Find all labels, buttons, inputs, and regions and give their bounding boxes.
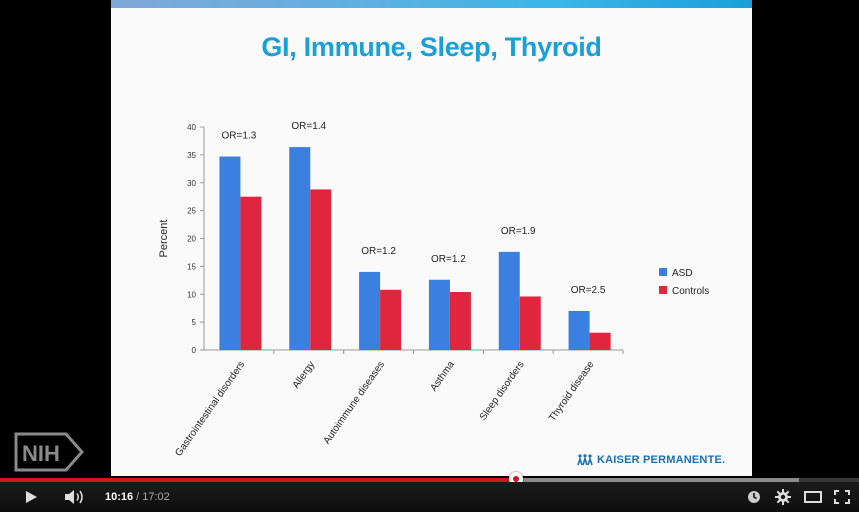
bar-asd-4 bbox=[428, 279, 450, 350]
kaiser-permanente-logo: KAISER PERMANENTE. bbox=[577, 452, 725, 468]
legend-swatch-asd bbox=[659, 268, 667, 276]
watch-later-button[interactable] bbox=[742, 482, 766, 512]
bar-controls-5 bbox=[519, 296, 541, 350]
theater-mode-icon bbox=[804, 491, 822, 503]
y-tick-label: 35 bbox=[187, 151, 196, 160]
time-separator: / bbox=[136, 491, 140, 503]
legend-swatch-controls bbox=[659, 286, 667, 294]
volume-button[interactable] bbox=[58, 482, 92, 512]
progress-played bbox=[0, 478, 517, 482]
y-axis-title: Percent bbox=[158, 220, 170, 258]
control-bar: 10:16 / 17:02 bbox=[0, 482, 859, 512]
kaiser-logo-text: KAISER PERMANENTE. bbox=[597, 454, 726, 466]
y-tick-label: 40 bbox=[187, 123, 196, 132]
bar-asd-6 bbox=[568, 310, 590, 350]
legend-label-controls: Controls bbox=[672, 286, 709, 297]
current-time: 10:16 bbox=[105, 491, 134, 503]
x-category-label: Allergy bbox=[291, 359, 318, 390]
bar-controls-4 bbox=[449, 292, 471, 350]
or-annotation: OR=1.3 bbox=[222, 131, 257, 142]
or-annotation: OR=1.2 bbox=[431, 254, 466, 265]
bar-asd-3 bbox=[359, 271, 381, 350]
slide-title: GI, Immune, Sleep, Thyroid bbox=[261, 32, 602, 62]
bar-asd-1 bbox=[219, 156, 241, 350]
bar-controls-2 bbox=[310, 189, 332, 350]
play-button[interactable] bbox=[14, 482, 48, 512]
y-tick-label: 0 bbox=[192, 346, 197, 355]
or-annotation: OR=2.5 bbox=[571, 285, 606, 296]
bar-asd-2 bbox=[289, 147, 311, 350]
or-annotation: OR=1.4 bbox=[291, 121, 326, 132]
watch-later-icon bbox=[748, 491, 760, 503]
bar-asd-5 bbox=[498, 251, 520, 350]
time-display: 10:16 / 17:02 bbox=[105, 482, 170, 512]
bar-chart: 0 5 10 15 20 25 30 35 40 Percent OR=1.3 Gastrointes… bbox=[158, 121, 709, 459]
kaiser-people-icon bbox=[577, 454, 593, 466]
y-tick-label: 10 bbox=[187, 290, 196, 299]
bar-controls-6 bbox=[589, 332, 611, 350]
fullscreen-icon bbox=[834, 490, 850, 504]
y-tick-label: 20 bbox=[187, 235, 196, 244]
settings-button[interactable] bbox=[770, 482, 796, 512]
slide-header-bar bbox=[111, 0, 752, 8]
settings-icon bbox=[775, 489, 791, 505]
volume-icon bbox=[65, 490, 83, 504]
y-tick-label: 30 bbox=[187, 179, 196, 188]
or-annotation: OR=1.2 bbox=[361, 246, 396, 257]
x-category-label: Thyroid disease bbox=[547, 359, 597, 423]
bar-controls-1 bbox=[240, 196, 262, 350]
x-category-label: Asthma bbox=[428, 359, 457, 393]
y-tick-label: 25 bbox=[187, 207, 196, 216]
nih-logo-text: NIH bbox=[22, 441, 60, 466]
play-icon bbox=[26, 491, 37, 503]
y-tick-label: 15 bbox=[187, 262, 196, 271]
bar-controls-3 bbox=[380, 289, 402, 350]
x-category-label: Autoimmune diseases bbox=[322, 359, 387, 446]
or-annotation: OR=1.9 bbox=[501, 226, 536, 237]
x-category-label: Gastrointestinal disorders bbox=[173, 359, 247, 458]
y-tick-label: 5 bbox=[192, 318, 197, 327]
theater-mode-button[interactable] bbox=[800, 482, 826, 512]
x-category-label: Sleep disorders bbox=[478, 359, 527, 422]
fullscreen-button[interactable] bbox=[830, 482, 854, 512]
video-frame-slide[interactable]: GI, Immune, Sleep, Thyroid 0 5 10 15 20 25 30 3… bbox=[111, 0, 752, 476]
duration: 17:02 bbox=[142, 491, 170, 503]
legend-label-asd: ASD bbox=[672, 268, 693, 279]
nih-logo: NIH bbox=[14, 432, 85, 472]
